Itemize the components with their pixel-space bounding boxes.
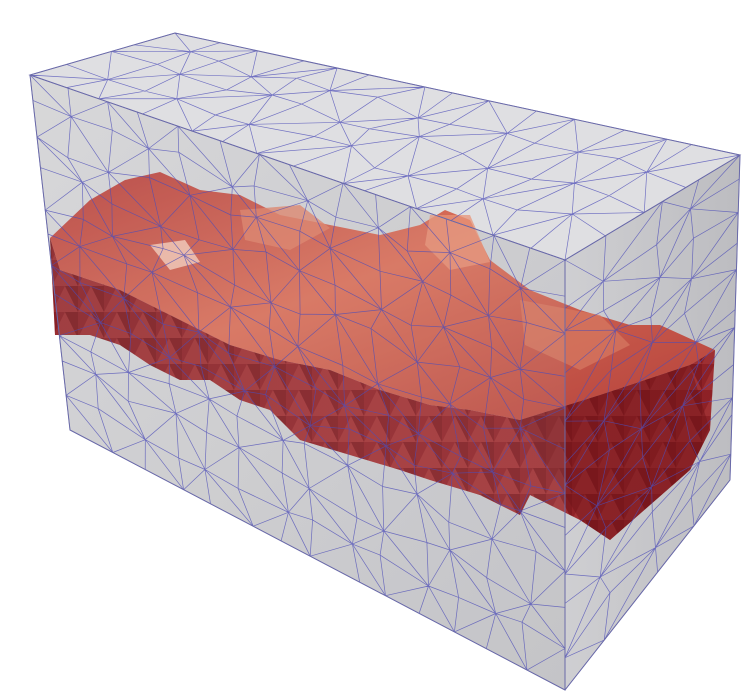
box-edges bbox=[28, 32, 742, 691]
box-top-face bbox=[30, 33, 740, 260]
inclusion-shadow-dent bbox=[150, 240, 200, 270]
inclusion-highlight-3 bbox=[520, 300, 630, 370]
inclusion-body bbox=[50, 172, 715, 540]
inclusion-top-surface bbox=[50, 172, 715, 420]
inclusion-lower-shade bbox=[520, 365, 710, 540]
